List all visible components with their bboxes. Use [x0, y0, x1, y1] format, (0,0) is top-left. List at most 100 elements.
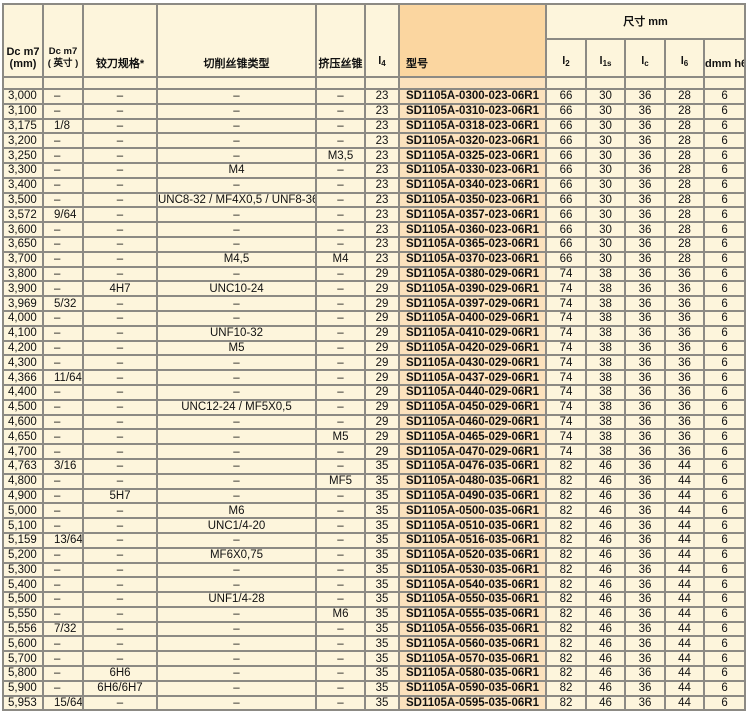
cell-lc: 36: [624, 88, 666, 105]
cell-l6: 44: [664, 694, 705, 712]
cell-form_tap: –: [315, 635, 366, 653]
cell-form_tap: –: [315, 383, 366, 401]
cell-dmm: 6: [702, 531, 746, 549]
cell-l2: 82: [545, 502, 587, 520]
cell-l6: 44: [664, 665, 705, 682]
cell-dc_in: –: [42, 176, 84, 194]
cell-l6: 28: [664, 117, 705, 135]
table-row: 3,969 5/32– – –29 SD1105A-0397-029-06R1 74 38 3…: [2, 295, 746, 312]
header-l1s: l1s: [585, 38, 626, 78]
cell-l4: 29: [364, 413, 400, 431]
cell-l4: 29: [364, 443, 400, 460]
cell-l6: 44: [664, 531, 705, 549]
cell-form_tap: –: [315, 339, 366, 357]
cell-l1s: 38: [585, 369, 626, 386]
cell-cut_tap: –: [156, 102, 317, 120]
cell-lc: 36: [624, 531, 666, 549]
cell-l4: 35: [364, 517, 400, 534]
cell-l6: 36: [664, 369, 705, 386]
cell-dc_mm: 5,953: [2, 694, 44, 712]
cell-lc: 36: [624, 457, 666, 475]
cell-l6: 36: [664, 339, 705, 357]
cell-l4: 35: [364, 605, 400, 623]
cell-cut_tap: M4: [156, 161, 317, 179]
cell-l1s: 46: [585, 665, 626, 682]
table-row: 4,000– – – –29 SD1105A-0400-029-06R1 74 38 36 36…: [2, 309, 746, 327]
table-row: 4,500– – UNC12-24 / MF5X0,5–29 SD1105A-0450…: [2, 398, 746, 416]
cell-dmm: 6: [702, 102, 746, 120]
cell-model: SD1105A-0470-029-06R1: [398, 443, 547, 460]
cell-cut_tap: –: [156, 206, 317, 224]
cell-l4: 35: [364, 620, 400, 638]
cell-form_tap: –: [315, 679, 366, 697]
cell-dc_mm: 4,763: [2, 457, 44, 475]
cell-l1s: 30: [585, 206, 626, 224]
cell-dc_mm: 3,250: [2, 147, 44, 164]
cell-cut_tap: –: [156, 428, 317, 446]
cell-l2: 74: [545, 324, 587, 342]
cell-form_tap: –: [315, 265, 366, 283]
cell-dmm: 6: [702, 117, 746, 135]
cell-reamer: 6H6/6H7: [82, 679, 158, 697]
table-row: 5,550– – – M6 35 SD1105A-0555-035-06R1 82 46 36 4…: [2, 605, 746, 623]
cell-l1s: 46: [585, 650, 626, 668]
cell-model: SD1105A-0380-029-06R1: [398, 265, 547, 283]
cell-l2: 82: [545, 517, 587, 534]
cell-l6: 44: [664, 487, 705, 505]
cell-l6: 36: [664, 265, 705, 283]
cell-dmm: 6: [702, 665, 746, 682]
cell-lc: 36: [624, 280, 666, 298]
cell-dmm: 6: [702, 280, 746, 298]
cell-reamer: –: [82, 102, 158, 120]
cell-dmm: 6: [702, 694, 746, 712]
cell-l4: 23: [364, 176, 400, 194]
cell-reamer: –: [82, 502, 158, 520]
cell-model: SD1105A-0365-023-06R1: [398, 235, 547, 253]
cell-l6: 28: [664, 250, 705, 268]
cell-dc_in: 5/32: [42, 295, 84, 312]
cell-form_tap: –: [315, 221, 366, 238]
cell-l6: 28: [664, 132, 705, 150]
table-row: 4,366 11/64– – –29 SD1105A-0437-029-06R1 74 38…: [2, 369, 746, 386]
cell-lc: 36: [624, 635, 666, 653]
cell-dmm: 6: [702, 339, 746, 357]
cell-dc_in: –: [42, 428, 84, 446]
cell-l2: 74: [545, 413, 587, 431]
cell-lc: 36: [624, 132, 666, 150]
table-row: 5,800–6H6– –35 SD1105A-0580-035-06R1 82 46 36…: [2, 665, 746, 682]
table-row: 4,900–5H7– –35 SD1105A-0490-035-06R1 82 46 36…: [2, 487, 746, 505]
cell-model: SD1105A-0397-029-06R1: [398, 295, 547, 312]
cell-cut_tap: –: [156, 295, 317, 312]
cell-dmm: 6: [702, 398, 746, 416]
cell-lc: 36: [624, 206, 666, 224]
cell-dmm: 6: [702, 235, 746, 253]
cell-l2: 74: [545, 428, 587, 446]
cell-l1s: 30: [585, 221, 626, 238]
cell-l2: 66: [545, 206, 587, 224]
cell-dc_mm: 4,600: [2, 413, 44, 431]
cell-dc_in: –: [42, 398, 84, 416]
table-row: 3,500– – UNC8-32 / MF4X0,5 / UNF8-36–23 SD1…: [2, 191, 746, 209]
cell-form_tap: –: [315, 117, 366, 135]
table-row: 4,600– – – –29 SD1105A-0460-029-06R1 74 38 36 36…: [2, 413, 746, 431]
cell-dc_mm: 4,650: [2, 428, 44, 446]
cell-dmm: 6: [702, 620, 746, 638]
cell-reamer: –: [82, 132, 158, 150]
cell-l6: 28: [664, 221, 705, 238]
cell-dc_mm: 3,175: [2, 117, 44, 135]
cell-reamer: –: [82, 398, 158, 416]
cell-l1s: 46: [585, 472, 626, 490]
header-l4: l4: [364, 3, 400, 78]
cell-reamer: –: [82, 309, 158, 327]
cell-l4: 23: [364, 117, 400, 135]
cell-form_tap: –: [315, 502, 366, 520]
cell-l6: 44: [664, 517, 705, 534]
cell-l1s: 38: [585, 265, 626, 283]
cell-dc_mm: 4,400: [2, 383, 44, 401]
cell-l1s: 46: [585, 620, 626, 638]
cell-cut_tap: –: [156, 147, 317, 164]
cell-form_tap: –: [315, 191, 366, 209]
cell-l6: 44: [664, 561, 705, 579]
cell-l4: 23: [364, 88, 400, 105]
header-dc-inch-label: Dc m7: [48, 46, 78, 57]
